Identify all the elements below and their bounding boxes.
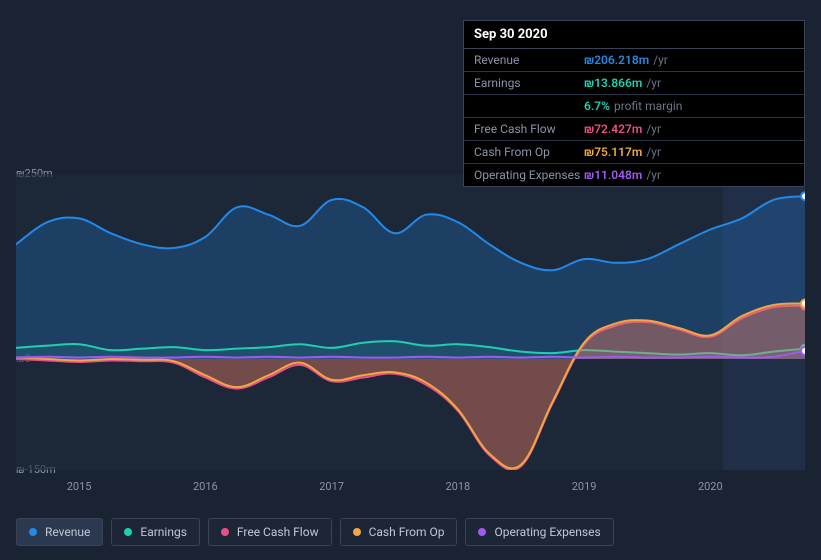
tooltip-suffix: /yr	[646, 145, 661, 159]
legend-item-revenue[interactable]: Revenue	[16, 518, 103, 546]
legend-label: Earnings	[140, 525, 187, 539]
legend-dot-icon	[221, 528, 229, 536]
tooltip-label	[474, 99, 584, 113]
data-tooltip: Sep 30 2020 Revenue₪206.218m/yrEarnings₪…	[463, 20, 805, 187]
tooltip-label: Operating Expenses	[474, 168, 584, 182]
tooltip-row: Operating Expenses₪11.048m/yr	[464, 164, 804, 186]
tooltip-value: ₪11.048m	[584, 168, 642, 182]
tooltip-row: Free Cash Flow₪72.427m/yr	[464, 118, 804, 141]
legend-item-earnings[interactable]: Earnings	[111, 518, 200, 546]
tooltip-suffix: /yr	[653, 53, 668, 67]
series-endpoint-cash-from-op	[801, 300, 805, 308]
tooltip-value: 6.7%	[584, 99, 610, 113]
legend-item-cash-from-op[interactable]: Cash From Op	[340, 518, 458, 546]
x-axis-label: 2015	[67, 480, 92, 493]
x-axis-label: 2020	[698, 480, 723, 493]
legend: Revenue Earnings Free Cash Flow Cash From O…	[16, 518, 614, 546]
x-axis-label: 2019	[572, 480, 597, 493]
legend-label: Cash From Op	[369, 525, 445, 539]
tooltip-suffix: profit margin	[614, 99, 682, 113]
legend-dot-icon	[29, 528, 37, 536]
legend-item-free-cash-flow[interactable]: Free Cash Flow	[208, 518, 332, 546]
tooltip-value: ₪72.427m	[584, 122, 642, 136]
tooltip-value: ₪75.117m	[584, 145, 642, 159]
legend-item-operating-expenses[interactable]: Operating Expenses	[465, 518, 613, 546]
tooltip-label: Earnings	[474, 76, 584, 90]
tooltip-row: Revenue₪206.218m/yr	[464, 49, 804, 72]
legend-label: Revenue	[45, 525, 90, 539]
x-axis-label: 2017	[319, 480, 344, 493]
tooltip-suffix: /yr	[646, 168, 661, 182]
plot-area[interactable]	[16, 174, 805, 470]
x-axis: 2015 2016 2017 2018 2019 2020	[16, 480, 805, 500]
legend-dot-icon	[353, 528, 361, 536]
tooltip-label: Free Cash Flow	[474, 122, 584, 136]
tooltip-date: Sep 30 2020	[464, 21, 804, 49]
legend-dot-icon	[478, 528, 486, 536]
legend-label: Operating Expenses	[494, 525, 600, 539]
tooltip-row: Cash From Op₪75.117m/yr	[464, 141, 804, 164]
x-axis-label: 2018	[445, 480, 470, 493]
financials-chart: ₪250m₪0₪-150m	[16, 160, 805, 470]
legend-label: Free Cash Flow	[237, 525, 319, 539]
series-endpoint-revenue	[801, 192, 805, 200]
tooltip-suffix: /yr	[646, 76, 661, 90]
tooltip-row: Earnings₪13.866m/yr	[464, 72, 804, 95]
series-endpoint-operating-expenses	[801, 347, 805, 355]
x-axis-label: 2016	[193, 480, 218, 493]
tooltip-label: Cash From Op	[474, 145, 584, 159]
tooltip-value: ₪206.218m	[584, 53, 649, 67]
tooltip-value: ₪13.866m	[584, 76, 642, 90]
tooltip-suffix: /yr	[646, 122, 661, 136]
tooltip-row: 6.7% profit margin	[464, 95, 804, 118]
legend-dot-icon	[124, 528, 132, 536]
tooltip-label: Revenue	[474, 53, 584, 67]
